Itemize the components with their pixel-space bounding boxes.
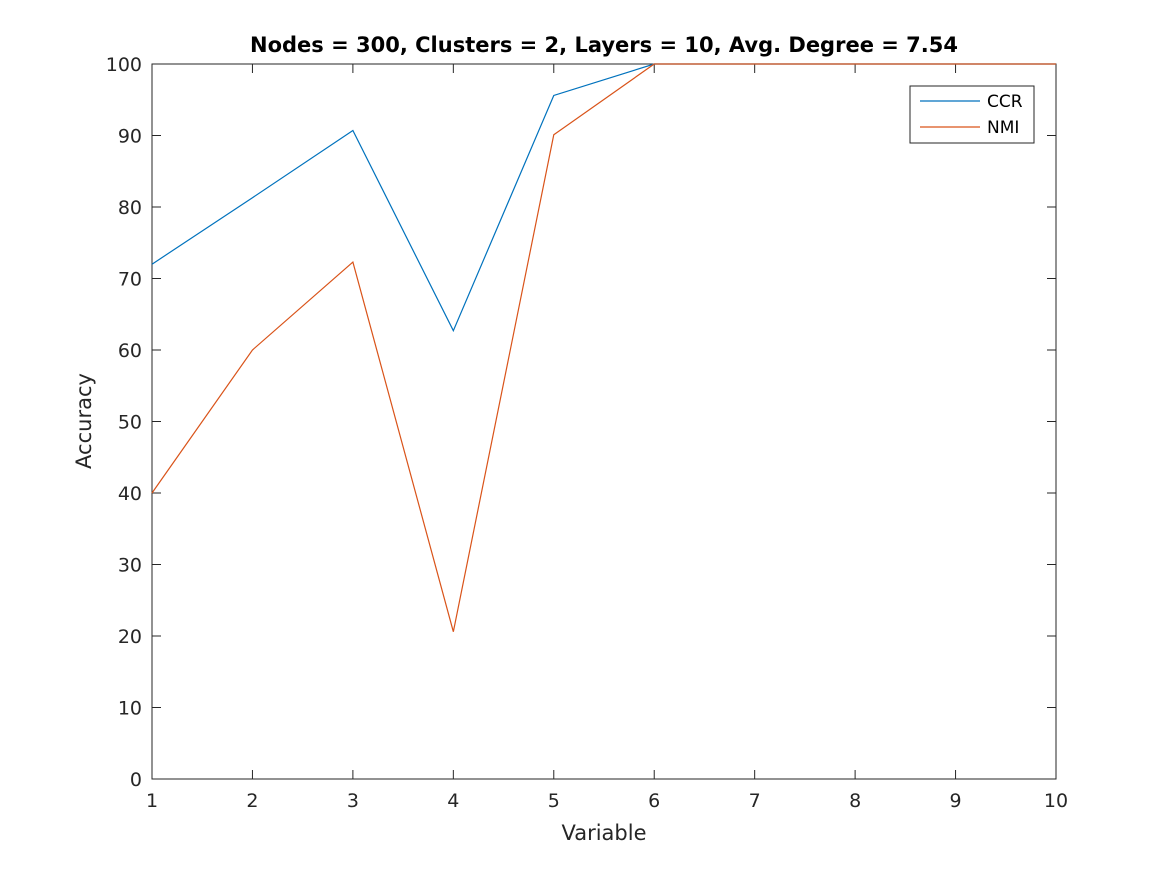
- y-tick-label: 100: [106, 54, 142, 76]
- legend-box: [909, 85, 1035, 144]
- legend: CCR NMI: [909, 85, 1035, 144]
- chart-title: Nodes = 300, Clusters = 2, Layers = 10, …: [250, 33, 958, 57]
- x-tick-label: 5: [548, 790, 560, 812]
- x-axis-label: Variable: [561, 821, 646, 845]
- y-tick-label: 30: [118, 555, 142, 577]
- y-tick-label: 50: [118, 412, 142, 434]
- y-tick-label: 70: [118, 269, 142, 291]
- x-tick-label: 7: [749, 790, 761, 812]
- y-tick-label: 0: [130, 769, 142, 791]
- x-tick-label: 9: [950, 790, 962, 812]
- y-tick-label: 40: [118, 483, 142, 505]
- x-tick-label: 4: [447, 790, 459, 812]
- x-tick-label: 6: [648, 790, 660, 812]
- x-tick-label: 1: [146, 790, 158, 812]
- series-line-nmi: [151, 63, 1056, 632]
- x-tick-label: 3: [347, 790, 359, 812]
- y-tick-label: 80: [118, 197, 142, 219]
- legend-entry-nmi: NMI: [987, 118, 1019, 138]
- x-tick-label: 10: [1044, 790, 1068, 812]
- y-axis-label: Accuracy: [72, 373, 96, 469]
- y-tick-label: 90: [118, 126, 142, 148]
- plot-area: [151, 63, 1057, 780]
- x-tick-label: 8: [849, 790, 861, 812]
- series-lines: [151, 63, 1056, 632]
- y-tick-label: 10: [118, 698, 142, 720]
- legend-entry-ccr: CCR: [987, 92, 1023, 112]
- x-tick-label: 2: [246, 790, 258, 812]
- y-tick-label: 60: [118, 340, 142, 362]
- y-tick-label: 20: [118, 626, 142, 648]
